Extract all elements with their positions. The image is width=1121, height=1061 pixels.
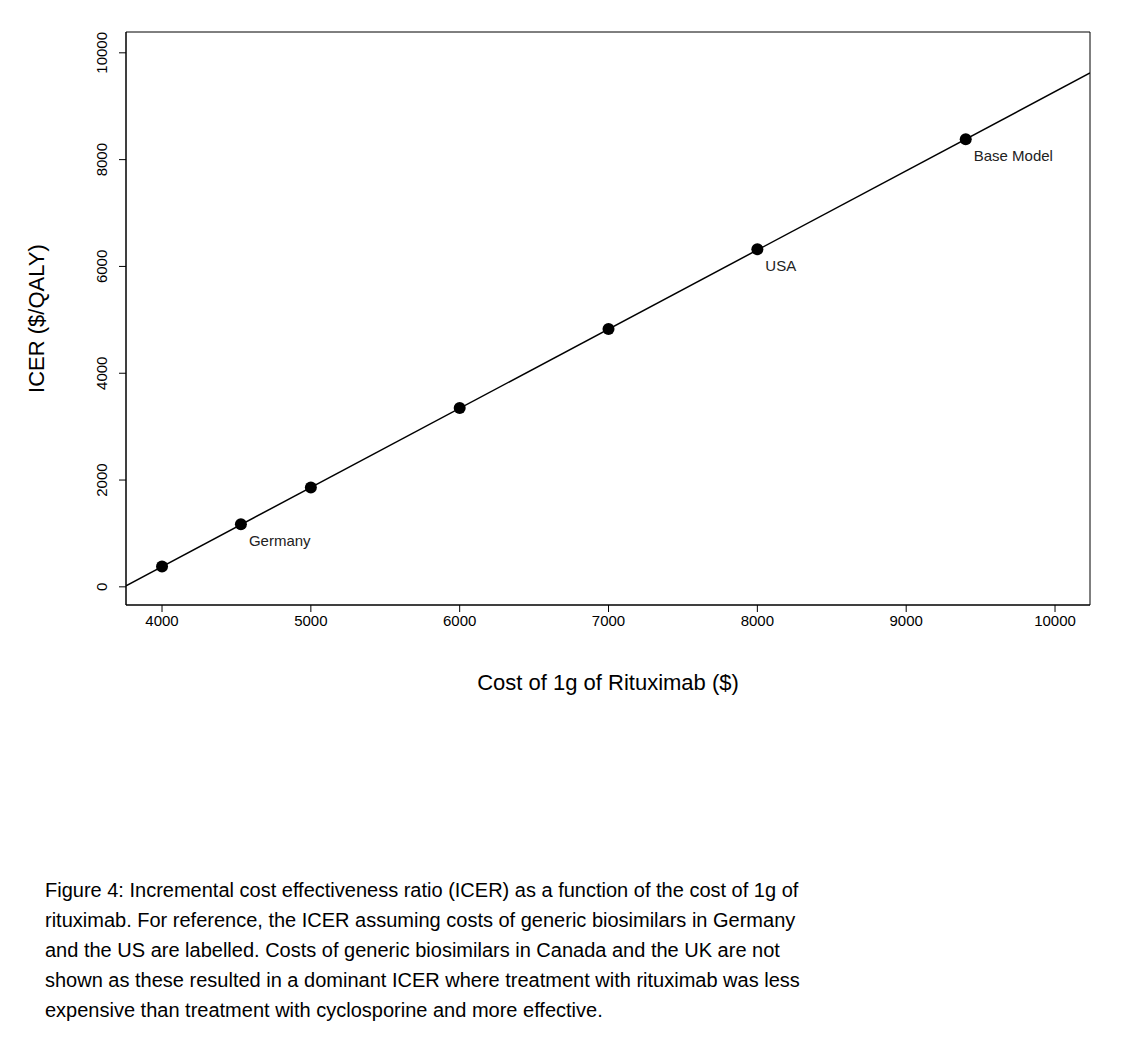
svg-text:8000: 8000	[741, 612, 774, 629]
svg-text:10000: 10000	[93, 32, 110, 74]
svg-text:Base Model: Base Model	[974, 147, 1053, 164]
svg-text:2000: 2000	[93, 463, 110, 496]
svg-text:5000: 5000	[294, 612, 327, 629]
svg-text:8000: 8000	[93, 143, 110, 176]
svg-text:9000: 9000	[890, 612, 923, 629]
svg-text:7000: 7000	[592, 612, 625, 629]
svg-text:0: 0	[93, 583, 110, 591]
svg-text:USA: USA	[765, 257, 796, 274]
svg-text:10000: 10000	[1034, 612, 1076, 629]
svg-text:6000: 6000	[93, 250, 110, 283]
svg-text:Germany: Germany	[249, 532, 311, 549]
svg-text:Cost of 1g of Rituximab ($): Cost of 1g of Rituximab ($)	[477, 670, 739, 695]
html-text:Figure 4: Incremental cost eff: Figure 4: Incremental cost effectiveness…	[45, 879, 800, 1021]
svg-text:6000: 6000	[443, 612, 476, 629]
svg-text:4000: 4000	[93, 357, 110, 390]
svg-text:ICER ($/QALY): ICER ($/QALY)	[24, 244, 49, 393]
svg-text:4000: 4000	[145, 612, 178, 629]
